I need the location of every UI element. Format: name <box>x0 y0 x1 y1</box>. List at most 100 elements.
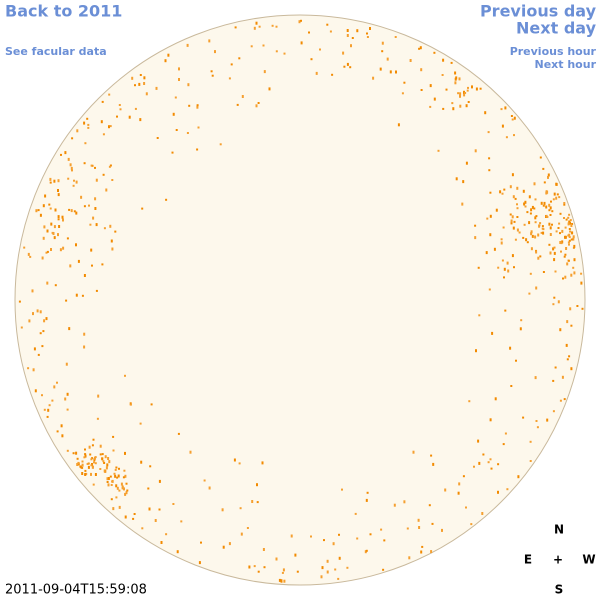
facula <box>283 52 286 55</box>
facula <box>338 533 340 536</box>
facula <box>553 258 556 262</box>
facula <box>524 200 527 204</box>
facula <box>338 556 341 560</box>
facula <box>452 107 455 111</box>
facula <box>87 126 90 129</box>
facula <box>125 482 128 485</box>
facula <box>41 345 44 348</box>
facula <box>282 568 285 572</box>
facula <box>92 216 95 220</box>
facula <box>462 180 465 184</box>
facula <box>187 83 190 87</box>
facula <box>321 566 324 570</box>
facula <box>555 230 558 233</box>
facula <box>214 50 216 54</box>
facula <box>141 527 144 530</box>
facula <box>141 207 144 210</box>
previous-day-link[interactable]: Previous day <box>480 2 597 21</box>
facula <box>116 486 119 490</box>
facula <box>510 219 513 223</box>
facular-data-link[interactable]: See facular data <box>5 45 107 58</box>
facula <box>95 289 98 292</box>
facula <box>530 230 533 234</box>
facula <box>90 464 93 467</box>
facula <box>271 24 274 27</box>
facula <box>83 205 86 208</box>
facula <box>511 173 514 177</box>
facula <box>366 32 368 35</box>
facula <box>171 151 174 154</box>
facula <box>93 461 95 464</box>
facula <box>77 461 80 464</box>
facula <box>429 84 432 88</box>
facula <box>208 39 211 43</box>
facula <box>552 410 555 413</box>
facula <box>547 175 549 179</box>
facula <box>346 566 349 569</box>
facula <box>320 575 323 579</box>
facula <box>561 229 564 233</box>
facula <box>550 200 552 203</box>
facula <box>42 330 45 333</box>
facula <box>256 501 259 504</box>
facula <box>409 59 412 62</box>
facula <box>510 115 513 117</box>
facula <box>66 408 69 411</box>
facula <box>570 273 573 277</box>
facula <box>196 105 199 109</box>
facula <box>487 461 490 464</box>
facula <box>23 246 26 249</box>
next-day-link[interactable]: Next day <box>516 19 597 38</box>
facula <box>156 137 159 139</box>
back-year-link[interactable]: Back to 2011 <box>5 2 122 21</box>
facula <box>369 27 371 30</box>
facula <box>238 57 241 60</box>
compass-west: W <box>582 553 595 567</box>
facula <box>66 392 69 396</box>
facula <box>131 76 134 80</box>
compass-south: S <box>555 583 564 597</box>
facula <box>463 93 466 97</box>
facula <box>542 204 545 207</box>
facula <box>109 475 112 478</box>
facula <box>539 222 542 225</box>
facula <box>465 506 467 509</box>
facula <box>511 254 514 258</box>
facula <box>546 216 549 218</box>
next-hour-link[interactable]: Next hour <box>535 58 597 71</box>
facula <box>110 484 113 486</box>
facula <box>81 472 84 475</box>
facula <box>109 224 112 228</box>
facula <box>567 216 570 219</box>
facula <box>559 328 562 332</box>
facula <box>240 532 243 536</box>
facula <box>561 375 564 379</box>
facula <box>383 539 386 542</box>
facula <box>563 202 566 204</box>
facula <box>44 194 47 198</box>
facula <box>27 252 30 256</box>
facula <box>429 105 432 108</box>
facula <box>534 221 537 224</box>
facula <box>86 463 89 465</box>
facula <box>101 453 104 456</box>
facula <box>50 222 53 226</box>
facula <box>148 507 151 511</box>
facula <box>120 482 123 486</box>
facula <box>337 577 340 580</box>
previous-hour-link[interactable]: Previous hour <box>510 45 597 58</box>
facula <box>300 19 302 22</box>
facula <box>543 201 546 205</box>
facula <box>522 416 525 419</box>
facula <box>112 435 115 438</box>
facula <box>569 221 571 225</box>
facula <box>308 31 310 34</box>
facula <box>31 289 34 293</box>
facula <box>326 23 329 26</box>
facula <box>81 294 84 297</box>
facula <box>442 58 445 62</box>
facula <box>580 281 583 285</box>
facula <box>77 462 80 466</box>
facula <box>545 214 548 217</box>
facula <box>95 178 98 182</box>
